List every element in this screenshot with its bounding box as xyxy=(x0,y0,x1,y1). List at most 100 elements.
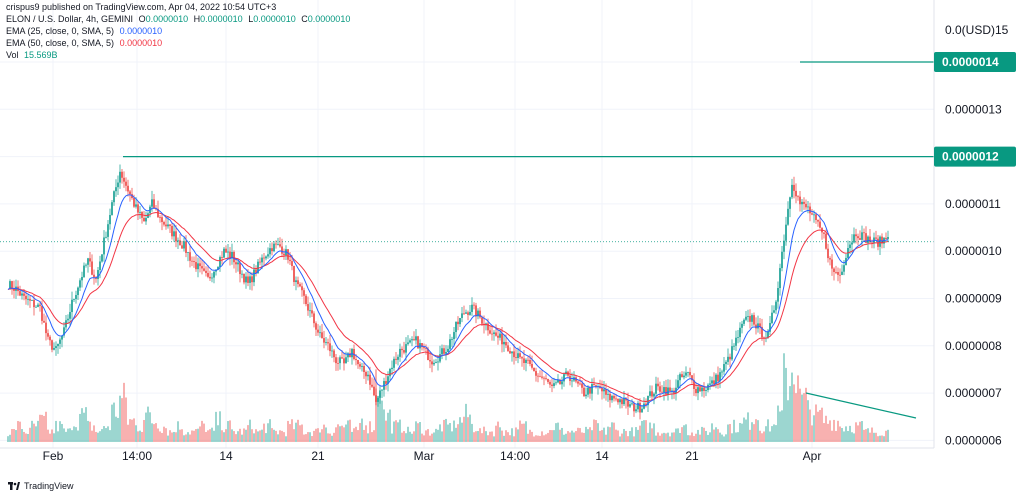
candle-body xyxy=(767,331,769,338)
candle-body xyxy=(807,206,809,208)
volume-bar xyxy=(635,427,637,442)
candle-body xyxy=(127,185,129,192)
volume-bar xyxy=(411,433,413,442)
volume-bar xyxy=(697,429,699,442)
candle-body xyxy=(107,224,109,237)
volume-bar xyxy=(773,424,775,442)
candle-body xyxy=(271,248,273,252)
candle-body xyxy=(325,342,327,343)
candle-body xyxy=(387,376,389,384)
horizontal-levels[interactable] xyxy=(123,61,934,158)
candle-body xyxy=(195,262,197,270)
volume-bar xyxy=(641,420,643,442)
volume-bar xyxy=(229,420,231,442)
volume-bar xyxy=(519,420,521,442)
volume-bar xyxy=(187,432,189,442)
volume-bar xyxy=(179,429,181,442)
candle-body xyxy=(533,367,535,372)
candle-body xyxy=(71,299,73,313)
candle-body xyxy=(487,323,489,331)
publish-line: crispus9 published on TradingView.com, A… xyxy=(6,2,277,12)
candle-body xyxy=(451,339,453,340)
candle-body xyxy=(291,261,293,267)
volume-bar xyxy=(497,421,499,442)
time-tick-label: 21 xyxy=(685,449,699,463)
volume-bar xyxy=(661,433,663,442)
volume-bar xyxy=(7,436,9,442)
candle-body xyxy=(453,332,455,340)
volume-bar xyxy=(575,431,577,442)
candle-body xyxy=(205,270,207,273)
volume-bar xyxy=(263,423,265,442)
candle-body xyxy=(885,237,887,239)
volume-bar xyxy=(31,420,33,442)
candle-body xyxy=(813,214,815,216)
volume-bar xyxy=(141,431,143,442)
candle-body xyxy=(109,214,111,225)
candle-body xyxy=(651,391,653,397)
candle-body xyxy=(837,272,839,275)
candle-body xyxy=(439,354,441,362)
volume-bar xyxy=(619,436,621,442)
candle-body xyxy=(45,322,47,334)
volume-bar xyxy=(15,430,17,442)
volume-bar xyxy=(329,433,331,442)
volume-bar xyxy=(77,430,79,442)
brand-footer[interactable]: TradingView xyxy=(8,481,74,491)
candle-body xyxy=(645,403,647,406)
volume-bar xyxy=(735,432,737,442)
candle-body xyxy=(279,244,281,247)
volume-bar xyxy=(767,419,769,442)
volume-bar xyxy=(667,432,669,442)
volume-bar xyxy=(545,434,547,442)
volume-bar xyxy=(149,412,151,442)
time-axis[interactable]: Feb 14:00 14 21 Mar 14:00 14 21 Apr xyxy=(43,449,822,463)
volume-bar xyxy=(531,431,533,442)
candle-body xyxy=(869,236,871,243)
high-label: H xyxy=(193,14,201,24)
candle-body xyxy=(207,272,209,277)
volume-bar xyxy=(41,414,43,442)
volume-bar xyxy=(325,427,327,442)
candle-body xyxy=(171,225,173,237)
candle-body xyxy=(783,240,785,252)
candle-body xyxy=(49,336,51,341)
volume-trend-line[interactable] xyxy=(805,392,917,419)
volume-bar xyxy=(691,432,693,442)
candle-body xyxy=(257,261,259,274)
volume-bar xyxy=(627,436,629,442)
volume-bar xyxy=(93,425,95,442)
candle-body xyxy=(139,211,141,213)
candle-body xyxy=(401,348,403,351)
volume-bar xyxy=(665,433,667,442)
volume-bar xyxy=(59,421,61,442)
candle-body xyxy=(297,280,299,285)
candle-body xyxy=(859,238,861,240)
volume-bar xyxy=(713,429,715,442)
candle-body xyxy=(519,353,521,358)
candle-body xyxy=(269,248,271,255)
volume-bar xyxy=(877,436,879,442)
volume-bar xyxy=(197,428,199,442)
price-axis[interactable]: 0.0(USD)15 0.0000014 0.0000013 0.0000012 0.… xyxy=(934,23,1016,447)
volume-bar xyxy=(853,433,855,442)
volume-bar xyxy=(397,422,399,442)
volume-bar xyxy=(383,409,385,442)
volume-bar xyxy=(727,424,729,442)
volume-bar xyxy=(837,420,839,442)
volume-bar xyxy=(463,416,465,442)
candle-body xyxy=(677,380,679,388)
volume-bar xyxy=(217,425,219,442)
volume-bar xyxy=(245,429,247,442)
candle-body xyxy=(571,380,573,382)
candle-body xyxy=(557,379,559,383)
volume-bar xyxy=(623,428,625,442)
volume-bar xyxy=(603,427,605,442)
volume-bar xyxy=(365,425,367,442)
volume-bar xyxy=(161,432,163,442)
volume-bar xyxy=(157,428,159,442)
volume-bar xyxy=(419,422,421,442)
candle-body xyxy=(547,378,549,382)
